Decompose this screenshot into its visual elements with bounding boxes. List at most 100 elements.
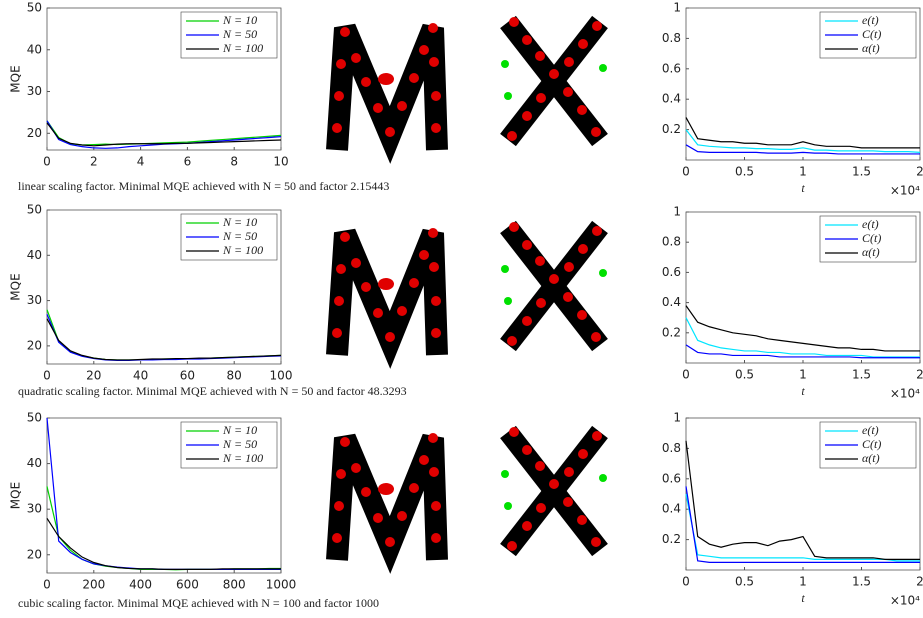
legend-label: N = 50 [222, 27, 257, 41]
x-tick-label: 2 [916, 368, 923, 382]
x-tick-label: 0.5 [735, 575, 754, 589]
x-tick-label: 4 [137, 155, 145, 169]
x-tick-label: 1 [799, 575, 807, 589]
series-line [685, 486, 920, 563]
y-tick-label: 40 [27, 42, 42, 56]
y-tick-label: 30 [27, 502, 42, 516]
m-x-image [332, 427, 607, 560]
y-tick-label: 0.8 [662, 235, 681, 249]
series-line [685, 344, 920, 359]
series-line [685, 305, 920, 352]
legend-label: N = 100 [222, 41, 263, 55]
series-line [46, 318, 282, 361]
x-tick-label: 0 [682, 368, 690, 382]
x-tick-label: 80 [227, 369, 242, 383]
x-tick-label: 100 [270, 369, 293, 383]
x-tick-label: 6 [184, 155, 192, 169]
legend-label: e(t) [862, 217, 879, 231]
legend-label: N = 100 [222, 243, 263, 257]
legend-label: α(t) [862, 451, 880, 465]
y-tick-label: 0.6 [662, 471, 681, 485]
series-line [685, 144, 920, 155]
y-tick-label: 50 [27, 203, 42, 217]
caption: linear scaling factor. Minimal MQE achie… [18, 179, 389, 193]
y-tick-label: 40 [27, 456, 42, 470]
y-tick-label: 30 [27, 84, 42, 98]
x-tick-label: 10 [273, 155, 288, 169]
y-axis-label: MQE [9, 273, 23, 300]
legend-label: N = 10 [222, 423, 257, 437]
x-multiplier: ×10⁴ [890, 184, 920, 198]
y-tick-label: 0.6 [662, 265, 681, 279]
legend-label: C(t) [862, 437, 881, 451]
legend-label: N = 100 [222, 451, 263, 465]
y-tick-label: 0.4 [662, 502, 681, 516]
m-x-image [332, 17, 607, 150]
x-tick-label: 1.5 [852, 575, 871, 589]
legend-label: N = 50 [222, 437, 257, 451]
y-tick-label: 0.8 [662, 441, 681, 455]
series-line [685, 129, 921, 153]
legend-label: α(t) [862, 245, 880, 259]
y-tick-label: 20 [27, 338, 42, 352]
x-tick-label: 1 [799, 368, 807, 382]
x-axis-label: t [801, 384, 805, 398]
y-axis-label: MQE [9, 65, 23, 92]
x-multiplier: ×10⁴ [890, 594, 920, 608]
x-tick-label: 0 [43, 369, 51, 383]
y-tick-label: 0.4 [662, 295, 681, 309]
x-tick-label: 0.5 [735, 368, 754, 382]
x-tick-label: 1.5 [852, 368, 871, 382]
legend-box [180, 421, 278, 469]
x-tick-label: 2 [90, 155, 98, 169]
series-line [46, 517, 281, 570]
y-tick-label: 0.4 [662, 92, 681, 106]
x-tick-label: 1.5 [852, 165, 871, 179]
x-tick-label: 0.5 [735, 165, 754, 179]
legend-label: C(t) [862, 231, 881, 245]
x-tick-label: 8 [230, 155, 238, 169]
x-tick-label: 1 [799, 165, 807, 179]
legend-label: N = 10 [222, 13, 257, 27]
x-tick-label: 20 [86, 369, 101, 383]
y-tick-label: 1 [673, 411, 681, 425]
y-tick-label: 20 [27, 126, 42, 140]
caption: quadratic scaling factor. Minimal MQE ac… [18, 384, 407, 398]
x-tick-label: 2 [916, 165, 923, 179]
series-line [46, 122, 282, 147]
y-tick-label: 50 [27, 411, 42, 425]
legend-label: e(t) [862, 423, 879, 437]
x-tick-label: 60 [180, 369, 195, 383]
x-tick-label: 0 [682, 165, 690, 179]
x-tick-label: 1000 [266, 578, 297, 592]
x-tick-label: 200 [82, 578, 105, 592]
legend-label: N = 50 [222, 229, 257, 243]
y-tick-label: 50 [27, 1, 42, 15]
y-tick-label: 20 [27, 547, 42, 561]
y-tick-label: 30 [27, 293, 42, 307]
x-multiplier: ×10⁴ [890, 387, 920, 401]
x-tick-label: 40 [133, 369, 148, 383]
legend-label: N = 10 [222, 215, 257, 229]
y-tick-label: 0.2 [662, 532, 681, 546]
x-tick-label: 0 [43, 155, 51, 169]
x-tick-label: 0 [43, 578, 51, 592]
legend-label: C(t) [862, 27, 881, 41]
x-axis-label: t [801, 591, 805, 605]
y-tick-label: 40 [27, 248, 42, 262]
y-tick-label: 0.2 [662, 325, 681, 339]
series-line [685, 440, 920, 560]
x-axis-label: t [801, 181, 805, 195]
x-tick-label: 800 [223, 578, 246, 592]
y-axis-label: MQE [9, 482, 23, 509]
legend-label: e(t) [862, 13, 879, 27]
m-x-image [332, 222, 607, 355]
y-tick-label: 0.8 [662, 31, 681, 45]
x-tick-label: 600 [176, 578, 199, 592]
y-tick-label: 0.6 [662, 61, 681, 75]
y-tick-label: 1 [673, 205, 681, 219]
caption: cubic scaling factor. Minimal MQE achiev… [18, 596, 379, 610]
y-tick-label: 0.2 [662, 122, 681, 136]
